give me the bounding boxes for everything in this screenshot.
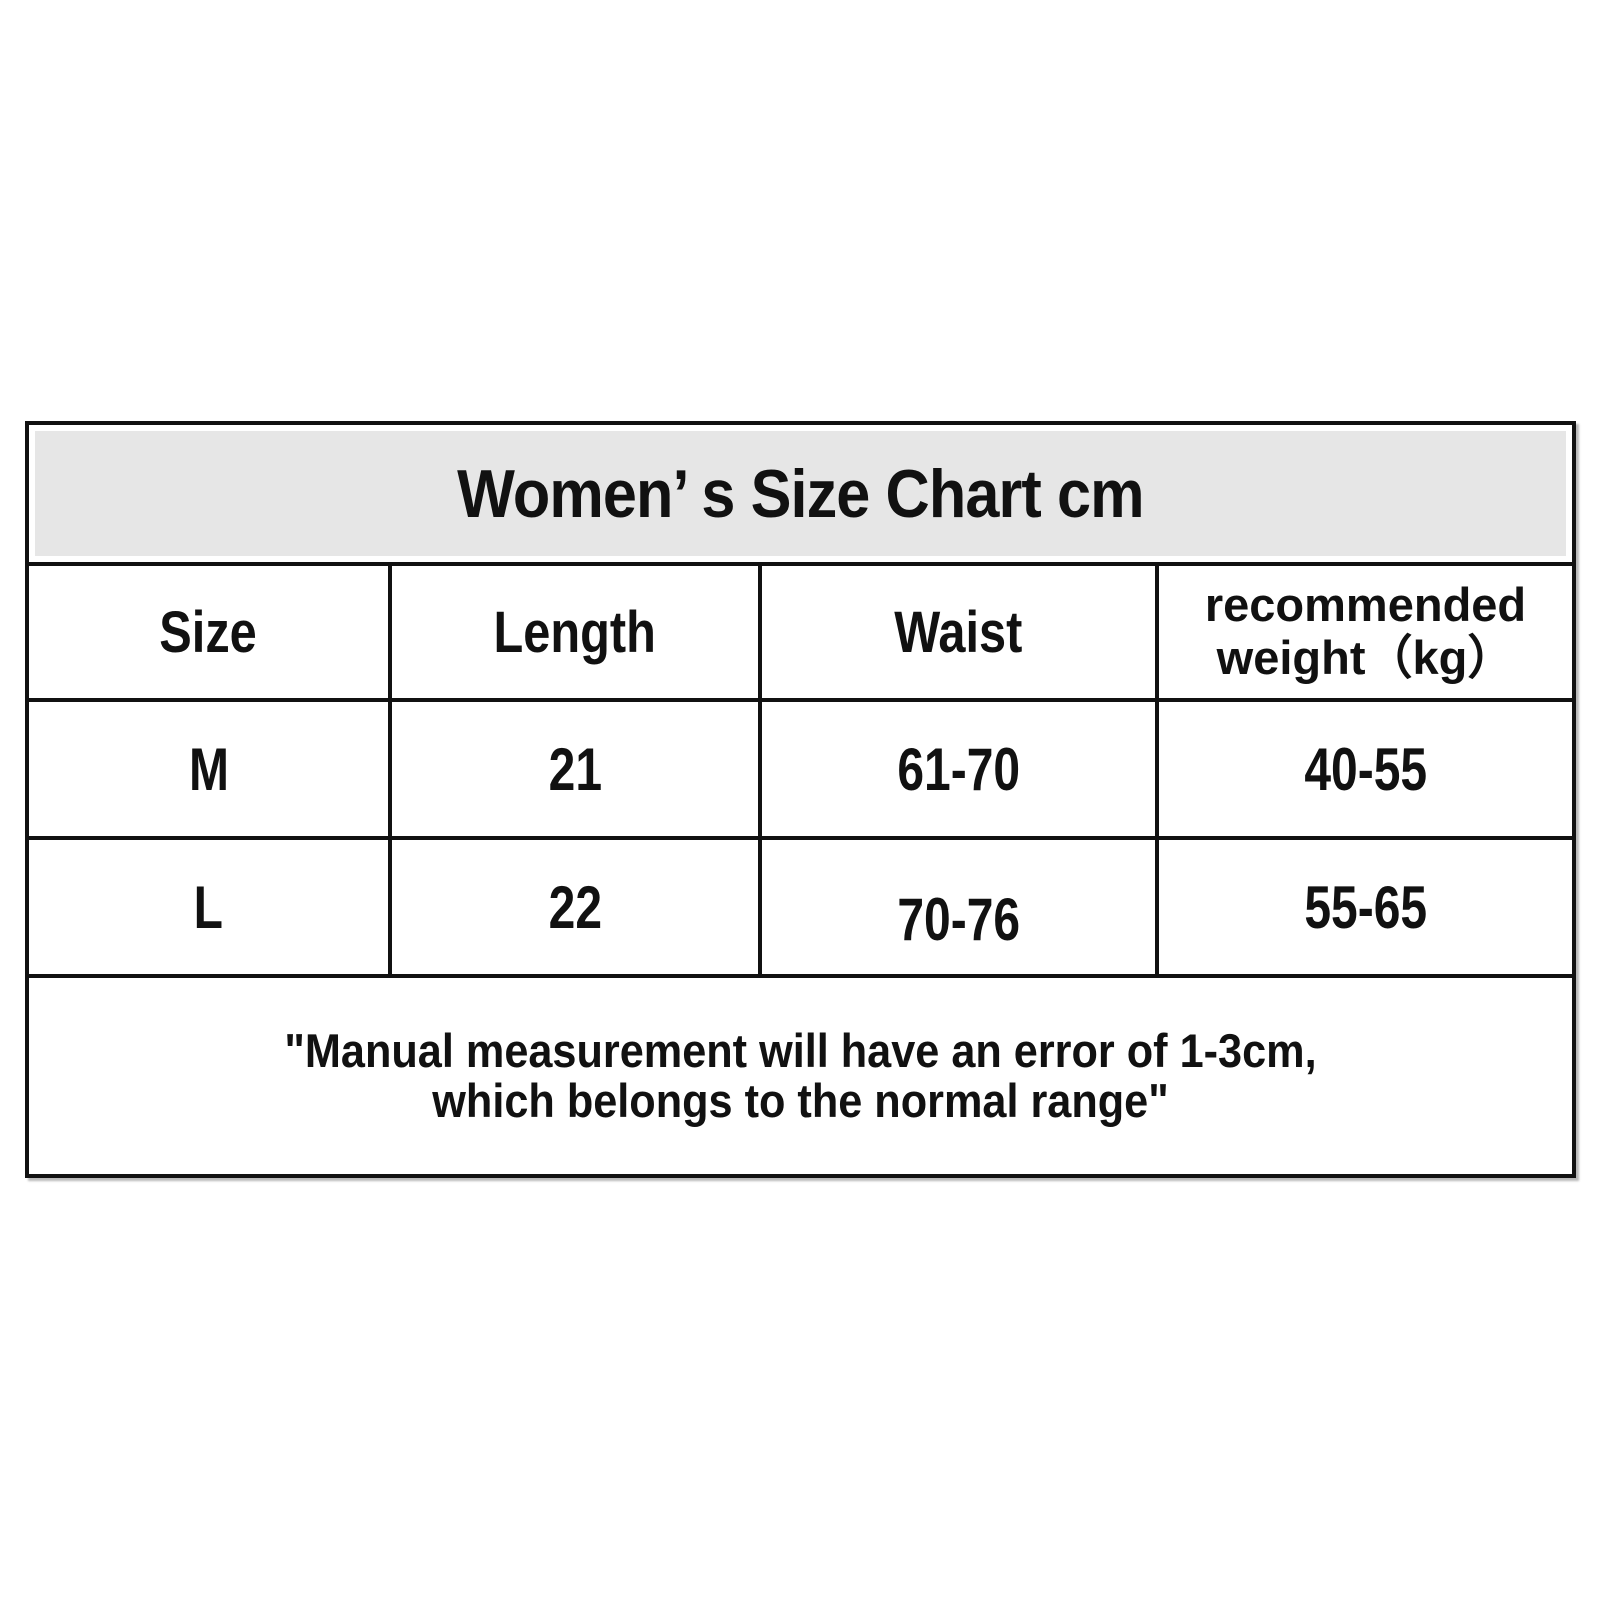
title-banner: Women’ s Size Chart cm bbox=[35, 431, 1567, 556]
header-cell-length: Length bbox=[388, 562, 762, 702]
size-value: M bbox=[188, 735, 229, 803]
length-value: 22 bbox=[548, 873, 602, 941]
cell-l-size: L bbox=[25, 836, 392, 978]
waist-value: 70-76 bbox=[897, 885, 1020, 953]
cell-l-waist: 70-76 bbox=[758, 836, 1159, 978]
header-length-label: Length bbox=[493, 599, 657, 665]
header-size-label: Size bbox=[159, 599, 258, 665]
length-value: 21 bbox=[548, 735, 602, 803]
title-cell: Women’ s Size Chart cm bbox=[24, 421, 1577, 566]
cell-m-waist: 61-70 bbox=[758, 698, 1159, 840]
header-weight-line1: recommended bbox=[1204, 578, 1527, 632]
size-value: L bbox=[193, 873, 224, 941]
cell-l-weight: 55-65 bbox=[1154, 836, 1577, 978]
chart-title: Women’ s Size Chart cm bbox=[457, 455, 1144, 532]
cell-l-length: 22 bbox=[388, 836, 762, 978]
header-weight-line2: weight（kg） bbox=[1216, 631, 1515, 684]
weight-value: 40-55 bbox=[1304, 735, 1427, 803]
note-line1: "Manual measurement will have an error o… bbox=[284, 1024, 1317, 1078]
header-cell-size: Size bbox=[25, 562, 392, 702]
header-row: Size Length Waist recommended weight（kg） bbox=[25, 562, 1577, 702]
note-row: "Manual measurement will have an error o… bbox=[24, 974, 1577, 1178]
waist-value: 61-70 bbox=[897, 735, 1020, 803]
weight-value: 55-65 bbox=[1304, 873, 1427, 941]
table-row-l: L 22 70-76 55-65 bbox=[25, 836, 1577, 978]
table-row-m: M 21 61-70 40-55 bbox=[25, 698, 1577, 840]
note-cell: "Manual measurement will have an error o… bbox=[24, 974, 1577, 1178]
title-row: Women’ s Size Chart cm bbox=[24, 421, 1577, 566]
note-line2: which belongs to the normal range" bbox=[432, 1074, 1169, 1127]
header-cell-weight: recommended weight（kg） bbox=[1154, 562, 1577, 702]
measurement-note: "Manual measurement will have an error o… bbox=[31, 1024, 1570, 1127]
size-chart-table: Women’ s Size Chart cm Size Length Waist… bbox=[24, 421, 1577, 1178]
header-weight-label: recommended weight（kg） bbox=[1161, 578, 1570, 684]
header-waist-label: Waist bbox=[894, 599, 1023, 665]
cell-m-length: 21 bbox=[388, 698, 762, 840]
header-cell-waist: Waist bbox=[758, 562, 1159, 702]
cell-m-size: M bbox=[25, 698, 392, 840]
cell-m-weight: 40-55 bbox=[1154, 698, 1577, 840]
